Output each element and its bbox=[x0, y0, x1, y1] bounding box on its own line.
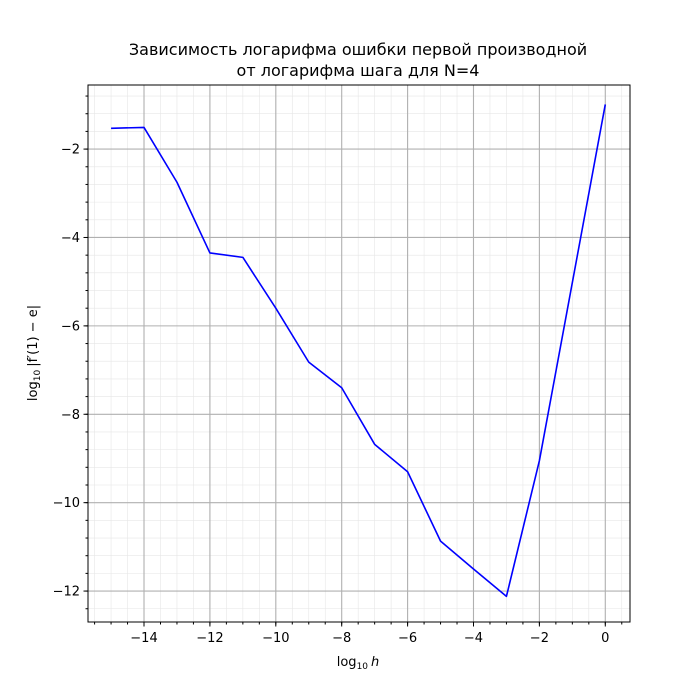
chart-title-line-1: Зависимость логарифма ошибки первой прои… bbox=[129, 40, 587, 59]
x-tick-label: −6 bbox=[398, 631, 417, 646]
x-axis-label-sub: 10 bbox=[357, 662, 369, 672]
x-axis-label-var: h bbox=[371, 655, 379, 670]
plot-frame bbox=[87, 84, 631, 623]
major-grid bbox=[88, 85, 630, 622]
chart-title-line-2: от логарифма шага для N=4 bbox=[237, 61, 480, 80]
x-tick-label: −10 bbox=[262, 631, 289, 646]
x-tick-label: −2 bbox=[530, 631, 549, 646]
y-tick-label: −8 bbox=[61, 408, 80, 423]
y-axis-label-expr: |f′(1) − e| bbox=[26, 305, 41, 367]
x-tick-label: 0 bbox=[601, 631, 609, 646]
axis-ticks bbox=[83, 95, 623, 627]
x-axis-label: log10 h bbox=[337, 655, 380, 672]
y-tick-label: −6 bbox=[61, 319, 80, 334]
y-axis-label: log10 |f′(1) − e| bbox=[26, 305, 43, 401]
y-tick-labels: −12 −10 −8 −6 −4 −2 bbox=[53, 143, 80, 600]
y-tick-label: −4 bbox=[61, 231, 80, 246]
minor-grid bbox=[88, 85, 630, 622]
y-tick-label: −2 bbox=[61, 143, 80, 158]
x-tick-label: −14 bbox=[130, 631, 157, 646]
x-axis-label-base: log bbox=[337, 655, 357, 670]
series-layer bbox=[111, 104, 607, 598]
y-axis-label-sub: 10 bbox=[33, 370, 43, 382]
x-tick-label: −8 bbox=[332, 631, 351, 646]
y-axis-label-base: log bbox=[26, 381, 41, 401]
y-tick-label: −10 bbox=[53, 496, 80, 511]
x-tick-label: −4 bbox=[464, 631, 483, 646]
y-tick-label: −12 bbox=[53, 585, 80, 600]
x-tick-labels: −14 −12 −10 −8 −6 −4 −2 0 bbox=[130, 631, 609, 646]
x-tick-label: −12 bbox=[196, 631, 223, 646]
